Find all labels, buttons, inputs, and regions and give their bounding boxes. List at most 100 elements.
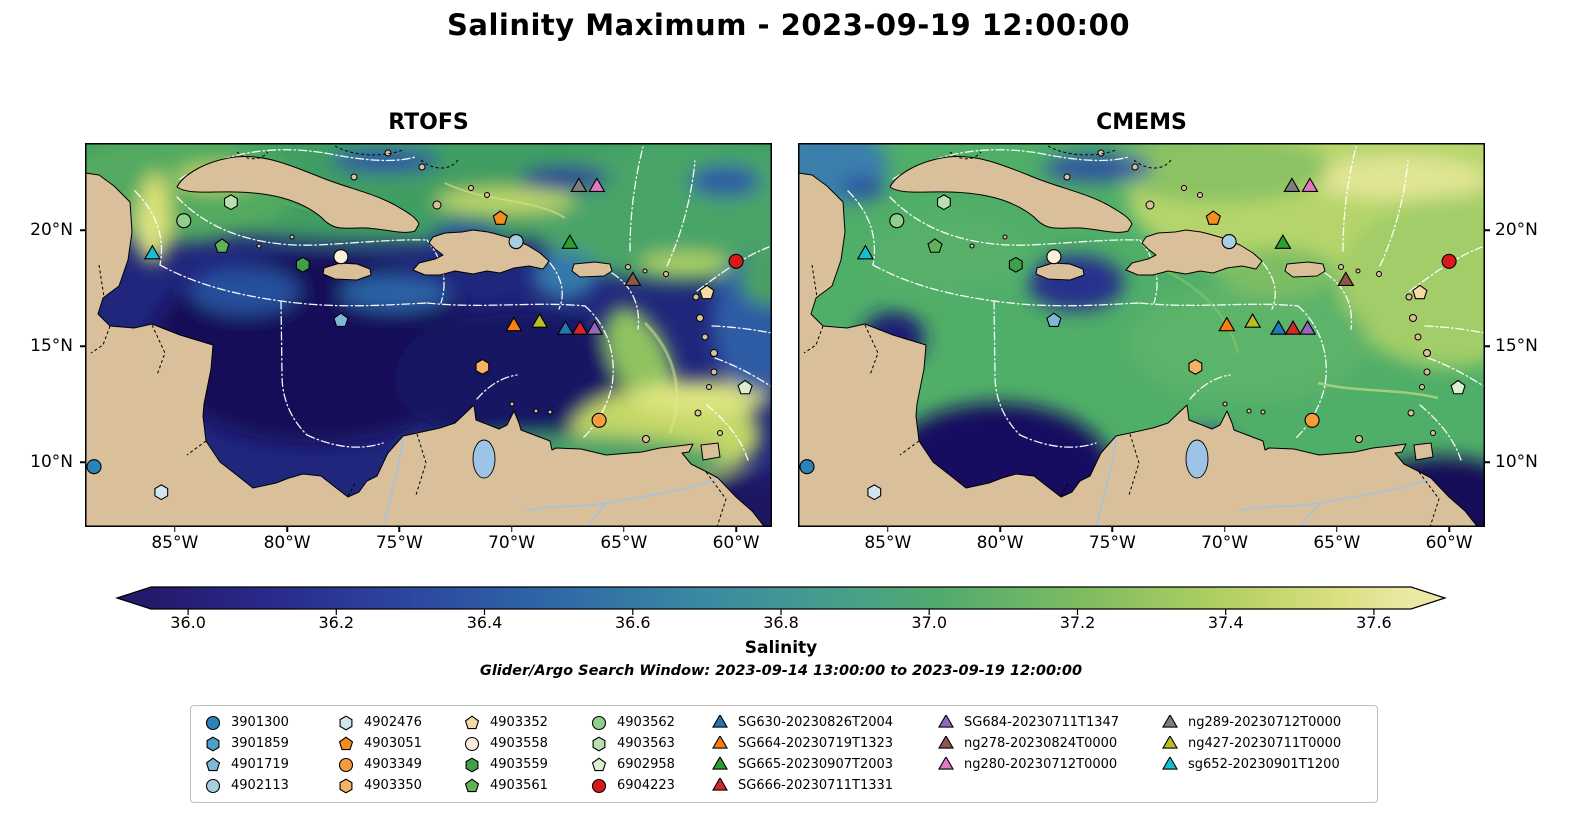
legend-marker-icon	[464, 714, 480, 729]
hexagon-marker-icon	[295, 256, 310, 273]
legend-item-3901859: 3901859	[203, 733, 336, 754]
legend-item-label: 6902958	[617, 757, 675, 772]
triangle-marker-icon	[624, 271, 642, 287]
lat-tick-mark	[80, 345, 85, 347]
triangle-marker-icon	[1162, 756, 1178, 770]
hexagon-marker-icon	[339, 715, 353, 730]
platform-marker-ng427	[531, 312, 549, 328]
legend-column: 4903562 4903563 6902958 6904223	[589, 712, 710, 796]
legend-marker-icon	[592, 736, 606, 751]
colorbar-tick-label: 36.0	[170, 613, 206, 632]
platform-marker-4902476	[867, 484, 882, 501]
triangle-marker-icon	[1301, 177, 1319, 193]
legend-item-sg652-20230901T1200: sg652-20230901T1200	[1160, 754, 1355, 775]
legend-marker-icon	[339, 778, 353, 793]
lon-tick-label: 60°W	[712, 533, 760, 553]
legend-column: 4902476 4903051 4903349 4903350	[336, 712, 462, 796]
lat-tick-mark	[1485, 229, 1490, 231]
colorbar-bar	[115, 586, 1447, 610]
triangle-marker-icon	[1337, 271, 1355, 287]
colorbar	[115, 586, 1447, 615]
hexagon-marker-icon	[1188, 358, 1203, 375]
lon-tick-label: 75°W	[375, 533, 423, 553]
platform-marker-4902113	[508, 234, 524, 250]
triangle-marker-icon	[1283, 177, 1301, 193]
hexagon-marker-icon	[223, 194, 238, 211]
circle-marker-icon	[1304, 412, 1320, 428]
cmems-platform-markers	[799, 177, 1466, 501]
platform-marker-4903563	[223, 194, 238, 211]
platform-marker-SG684	[1299, 319, 1317, 335]
pentagon-marker-icon	[214, 238, 230, 253]
colorbar-tick-label: 36.2	[318, 613, 355, 632]
circle-marker-icon	[338, 757, 354, 772]
pentagon-marker-icon	[464, 714, 480, 729]
platform-marker-SG630	[1269, 319, 1288, 335]
pentagon-marker-icon	[205, 756, 221, 771]
platform-legend: 3901300 3901859 4901719 4902113 4902476 49030…	[190, 705, 1378, 803]
colorbar-tick-label: 37.0	[911, 613, 947, 632]
platform-marker-4903349	[591, 412, 607, 428]
legend-marker-icon	[591, 715, 607, 730]
search-window-subtitle: Glider/Argo Search Window: 2023-09-14 13…	[479, 663, 1083, 679]
legend-item-6902958: 6902958	[589, 754, 710, 775]
rtofs-platform-markers	[86, 177, 753, 501]
platform-marker-4903562	[176, 213, 192, 229]
lat-tick-mark	[1485, 345, 1490, 347]
circle-marker-icon	[591, 715, 607, 730]
legend-item-4903558: 4903558	[462, 733, 589, 754]
platform-marker-ng289	[1283, 177, 1301, 193]
circle-marker-icon	[591, 778, 607, 793]
rtofs-map	[85, 143, 772, 527]
platform-marker-6902958	[737, 379, 753, 395]
platform-marker-4903559	[1008, 256, 1023, 273]
legend-item-label: ng427-20230711T0000	[1188, 736, 1342, 751]
lat-tick-label: 20°N	[1495, 220, 1538, 240]
legend-item-label: 4903563	[617, 736, 675, 751]
triangle-marker-icon	[1162, 735, 1178, 749]
legend-item-label: 3901859	[231, 736, 289, 751]
circle-marker-icon	[205, 778, 221, 793]
hexagon-marker-icon	[475, 358, 490, 375]
legend-column: 3901300 3901859 4901719 4902113	[203, 712, 336, 796]
legend-marker-icon	[338, 735, 354, 750]
lon-tick-mark	[999, 527, 1001, 532]
pentagon-marker-icon	[1205, 210, 1221, 225]
legend-item-label: 4903350	[364, 778, 422, 793]
legend-item-label: 4903558	[490, 736, 548, 751]
triangle-marker-icon	[1269, 319, 1288, 335]
circle-marker-icon	[728, 253, 744, 269]
rtofs-panel-title: RTOFS	[388, 110, 469, 135]
pentagon-marker-icon	[464, 777, 480, 792]
lat-tick-mark	[80, 229, 85, 231]
colorbar-tick-label: 36.8	[763, 613, 799, 632]
circle-marker-icon	[1046, 249, 1062, 265]
legend-item-label: 4901719	[231, 757, 289, 772]
pentagon-marker-icon	[333, 312, 349, 327]
legend-column: 4903352 4903558 4903559 4903561	[462, 712, 589, 796]
triangle-marker-icon	[556, 319, 575, 335]
lat-tick-label: 15°N	[30, 336, 73, 356]
legend-column: ng289-20230712T0000 ng427-20230711T0000 sg…	[1160, 712, 1355, 796]
lat-tick-mark	[1485, 461, 1490, 463]
lon-tick-mark	[1223, 527, 1226, 532]
lon-tick-label: 80°W	[976, 533, 1024, 553]
triangle-marker-icon	[712, 756, 728, 770]
circle-marker-icon	[205, 715, 221, 730]
colorbar-tick-label: 37.2	[1059, 613, 1096, 632]
legend-marker-icon	[338, 757, 354, 772]
triangle-marker-icon	[856, 244, 874, 260]
legend-item-label: SG665-20230907T2003	[738, 757, 894, 772]
legend-item-label: 4903561	[490, 778, 548, 793]
legend-item-SG666-20230711T1331: SG666-20230711T1331	[710, 775, 936, 796]
lon-tick-mark	[174, 527, 176, 532]
pentagon-marker-icon	[1412, 284, 1428, 300]
lon-tick-mark	[1111, 527, 1114, 532]
lat-tick-label: 15°N	[1495, 336, 1538, 356]
platform-marker-4903350	[1188, 358, 1203, 375]
platform-marker-4903051	[1205, 210, 1221, 225]
circle-marker-icon	[176, 213, 192, 229]
legend-marker-icon	[938, 735, 954, 749]
legend-item-SG630-20230826T2004: SG630-20230826T2004	[710, 712, 936, 733]
platform-marker-4901719	[333, 312, 349, 327]
